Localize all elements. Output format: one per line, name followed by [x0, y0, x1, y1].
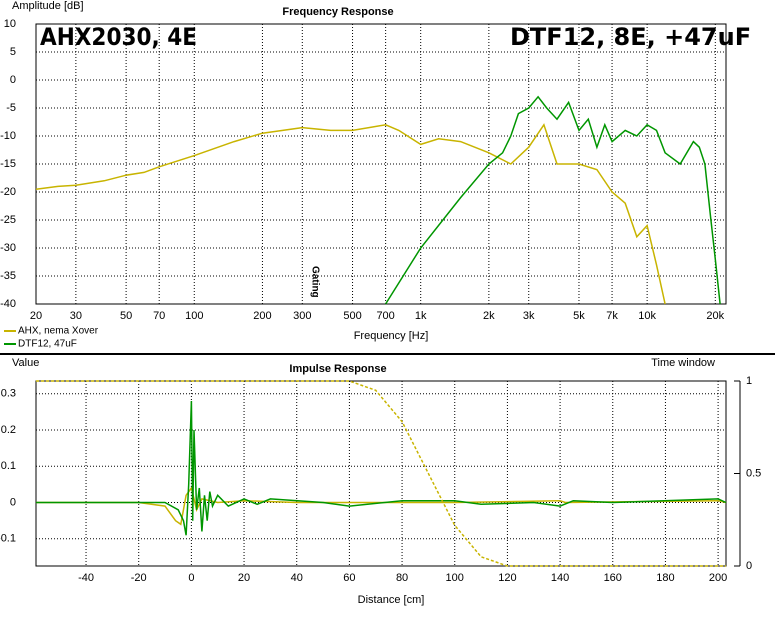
- x-tick-label: 30: [70, 310, 82, 322]
- x-axis-label: Distance [cm]: [358, 594, 425, 606]
- x-tick-label: 7k: [606, 310, 618, 322]
- x-tick-label: 5k: [573, 310, 585, 322]
- x-tick-label: 120: [498, 572, 516, 584]
- x-tick-label: 2k: [483, 310, 495, 322]
- series-line: [35, 123, 666, 305]
- plot-area: [35, 380, 727, 567]
- y-tick-label: -10: [0, 130, 16, 142]
- y-tick-label: 0.2: [1, 424, 16, 436]
- legend-label: AHX, nema Xover: [18, 326, 99, 337]
- y-tick-label: 0: [10, 74, 16, 86]
- x-tick-label: 80: [396, 572, 408, 584]
- y-tick-label: -15: [0, 158, 16, 170]
- y-tick-label: 10: [4, 18, 16, 30]
- x-tick-label: 3k: [523, 310, 535, 322]
- x-tick-label: 20k: [706, 310, 724, 322]
- x-tick-label: 20: [238, 572, 250, 584]
- annotation: DTF12, 8E, +47uF: [510, 23, 751, 51]
- series-line: [36, 486, 727, 526]
- x-tick-label: 180: [656, 572, 674, 584]
- x-tick-label: 40: [291, 572, 303, 584]
- y-tick-label: -25: [0, 214, 16, 226]
- y-axis-label: Value: [12, 357, 39, 369]
- x-tick-label: 500: [343, 310, 361, 322]
- x-tick-label: 160: [604, 572, 622, 584]
- chart-title: Impulse Response: [289, 363, 386, 375]
- x-tick-label: 0: [188, 572, 194, 584]
- x-axis-label: Frequency [Hz]: [354, 330, 429, 342]
- y-tick-label: -35: [0, 270, 16, 282]
- x-tick-label: 140: [551, 572, 569, 584]
- x-tick-label: -40: [78, 572, 94, 584]
- y2-tick-label: 1: [746, 375, 752, 387]
- x-tick-label: 1k: [415, 310, 427, 322]
- y2-tick-label: 0: [746, 560, 752, 572]
- x-tick-label: 50: [120, 310, 132, 322]
- x-tick-label: 200: [253, 310, 271, 322]
- annotation: AHX2030, 4E: [40, 23, 197, 51]
- y-tick-label: 0: [10, 496, 16, 508]
- x-tick-label: -20: [131, 572, 147, 584]
- y2-tick-label: 0.5: [746, 467, 761, 479]
- y-tick-label: -20: [0, 186, 16, 198]
- x-tick-label: 300: [293, 310, 311, 322]
- series-line: [384, 95, 721, 305]
- y-tick-label: -0.1: [0, 533, 16, 545]
- x-tick-label: 700: [376, 310, 394, 322]
- y2-axis-label: Time window: [651, 357, 715, 369]
- x-tick-label: 10k: [638, 310, 656, 322]
- chart-title: Frequency Response: [282, 6, 393, 18]
- legend-label: DTF12, 47uF: [18, 339, 77, 350]
- series-line: [36, 380, 726, 567]
- series-line: [36, 400, 727, 536]
- x-tick-label: 100: [446, 572, 464, 584]
- y-tick-label: 5: [10, 46, 16, 58]
- annotation: Gating: [309, 266, 320, 298]
- x-tick-label: 100: [185, 310, 203, 322]
- y-axis-label: Amplitude [dB]: [12, 0, 84, 12]
- x-tick-label: 20: [30, 310, 42, 322]
- y-tick-label: -40: [0, 298, 16, 310]
- x-tick-label: 200: [709, 572, 727, 584]
- y-tick-label: -30: [0, 242, 16, 254]
- x-tick-label: 60: [343, 572, 355, 584]
- y-tick-label: 0.1: [1, 460, 16, 472]
- y-tick-label: -5: [6, 102, 16, 114]
- x-tick-label: 70: [153, 310, 165, 322]
- y-tick-label: 0.3: [1, 388, 16, 400]
